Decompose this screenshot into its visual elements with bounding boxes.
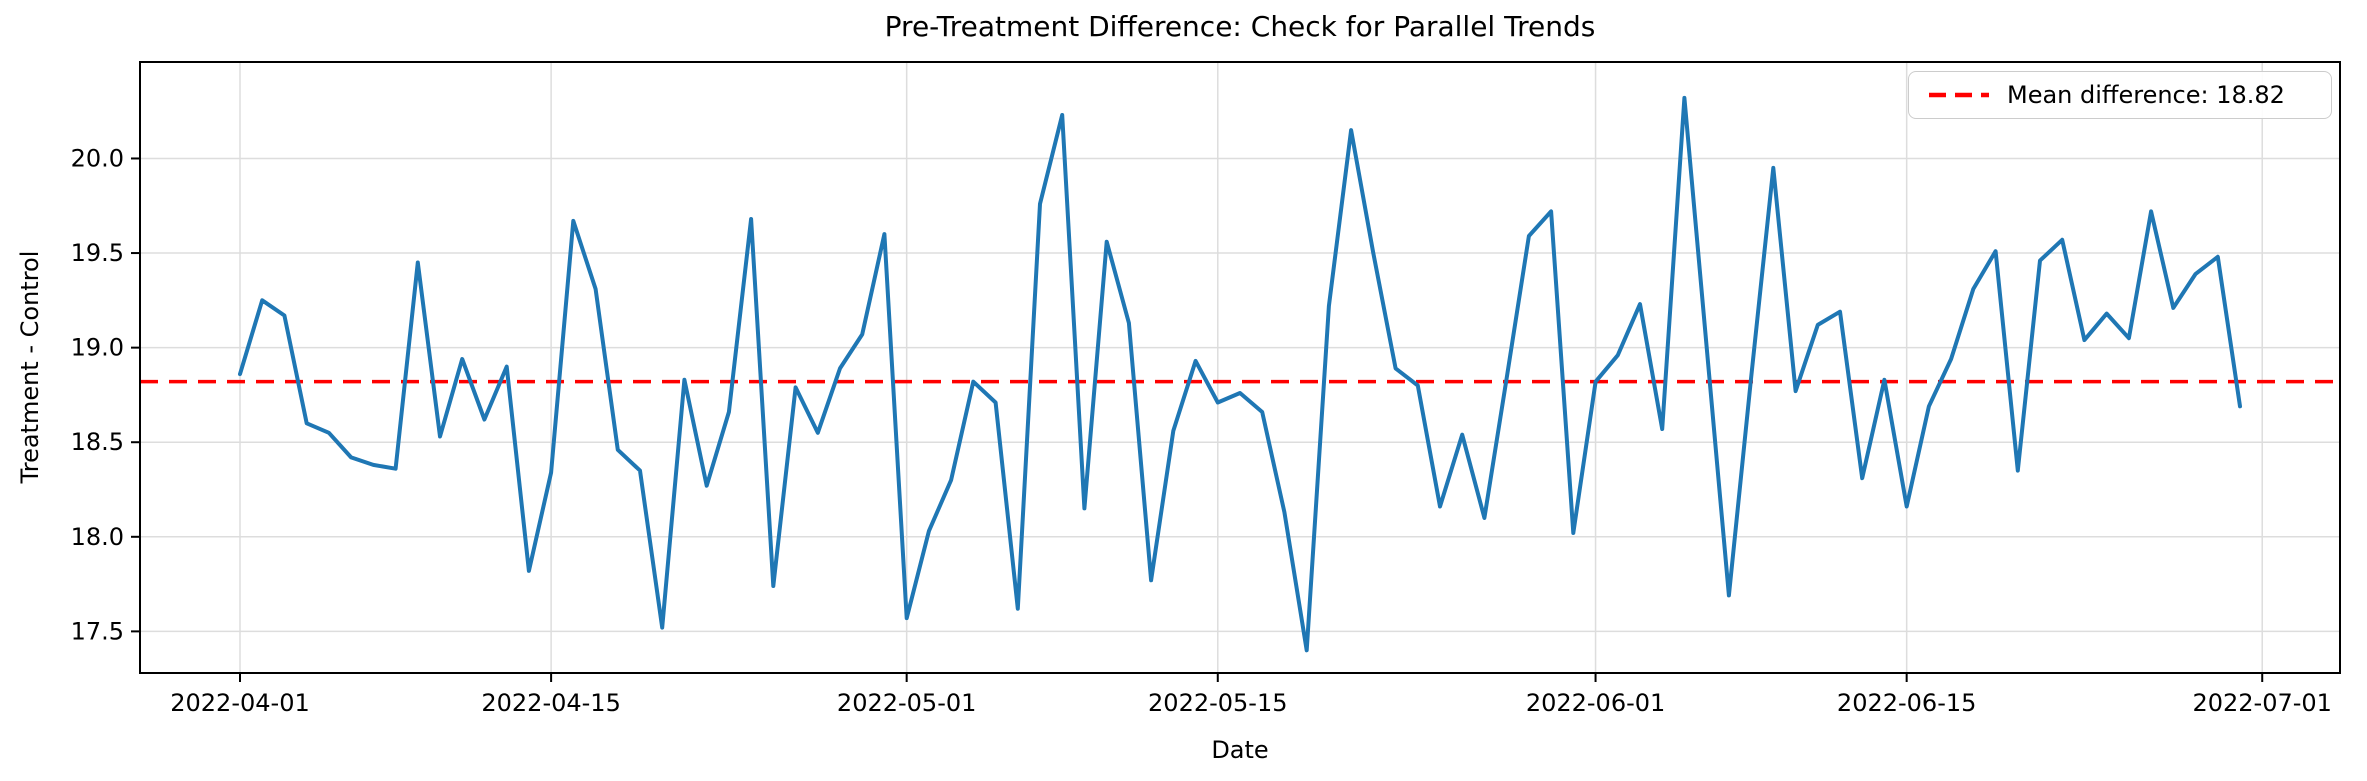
x-tick-label: 2022-06-15	[1837, 689, 1976, 717]
y-tick-label: 18.5	[71, 428, 124, 456]
series-line	[238, 95, 2242, 653]
x-tick-label: 2022-06-01	[1526, 689, 1665, 717]
y-axis-title: Treatment - Control	[16, 250, 44, 484]
legend: Mean difference: 18.82	[1908, 71, 2332, 119]
legend-label: Mean difference: 18.82	[2007, 81, 2285, 109]
x-tick-label: 2022-04-15	[481, 689, 620, 717]
y-tick-label: 19.0	[71, 334, 124, 362]
dashed-line-icon	[1929, 92, 1989, 98]
x-tick-label: 2022-07-01	[2192, 689, 2331, 717]
chart-title: Pre-Treatment Difference: Check for Para…	[884, 10, 1596, 43]
x-axis-title: Date	[1211, 736, 1269, 764]
y-tick-label: 18.0	[71, 523, 124, 551]
plot-frame	[139, 61, 2341, 674]
x-tick-label: 2022-05-15	[1148, 689, 1287, 717]
x-tick-label: 2022-04-01	[170, 689, 309, 717]
y-tick-label: 17.5	[71, 617, 124, 645]
y-tick-label: 20.0	[71, 144, 124, 172]
x-tick-label: 2022-05-01	[837, 689, 976, 717]
y-tick-label: 19.5	[71, 239, 124, 267]
